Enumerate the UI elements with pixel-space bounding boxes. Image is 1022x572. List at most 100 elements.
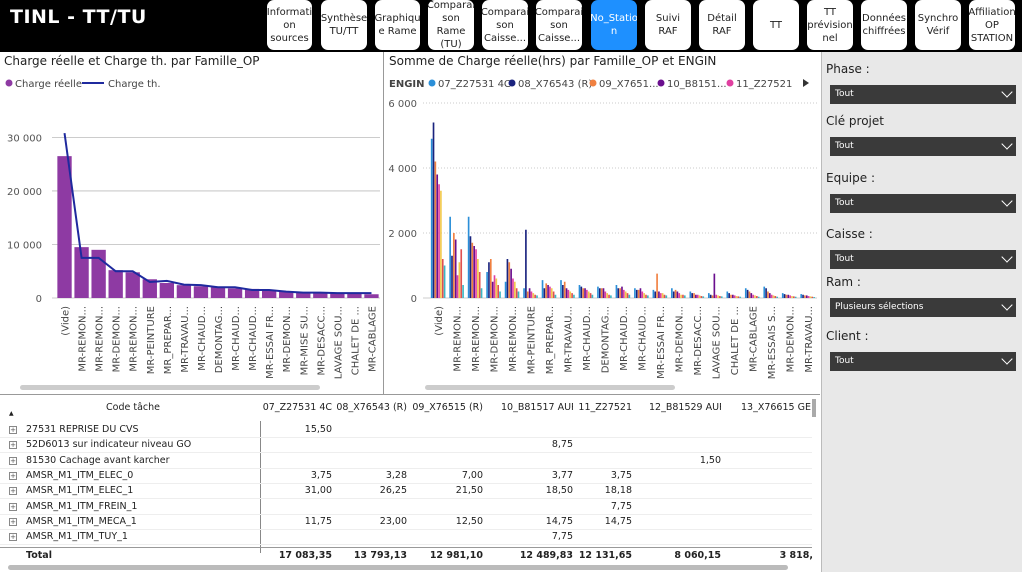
bar-engin[interactable] <box>549 287 551 298</box>
col-header[interactable]: 13_X76615 GE + R <box>741 402 813 413</box>
nav-tab-2[interactable]: Graphiqu e Rame <box>375 0 420 50</box>
line-charge-th[interactable] <box>65 133 372 293</box>
bar-engin[interactable] <box>813 297 815 298</box>
bar-engin[interactable] <box>470 236 472 298</box>
bar-engin[interactable] <box>617 288 619 298</box>
bar-engin[interactable] <box>662 293 664 298</box>
bar-engin[interactable] <box>486 272 488 298</box>
bar-engin[interactable] <box>715 295 717 298</box>
expand-plus-icon[interactable]: + <box>9 503 17 511</box>
table-row[interactable]: + AMSR_M1_ITM_FREIN_1 7,75 <box>0 500 812 515</box>
bar-engin[interactable] <box>529 288 531 298</box>
bar-engin[interactable] <box>455 240 457 299</box>
bar-engin[interactable] <box>643 293 645 298</box>
bar-engin[interactable] <box>527 292 529 299</box>
nav-tab-0[interactable]: Informati on sources <box>267 0 312 50</box>
bar-engin[interactable] <box>653 290 655 298</box>
bar-engin[interactable] <box>481 288 483 298</box>
bar-engin[interactable] <box>562 285 564 298</box>
bar-engin[interactable] <box>782 293 784 298</box>
bar-engin[interactable] <box>730 295 732 298</box>
table-row[interactable]: +27531 REPRISE DU CVS 15,50 <box>0 423 812 438</box>
bar-engin[interactable] <box>479 272 481 298</box>
bar-engin[interactable] <box>488 262 490 298</box>
table-row[interactable]: +52D6013 sur indicateur niveau GO 8,75 <box>0 438 812 453</box>
bar-engin[interactable] <box>775 296 777 298</box>
nav-tab-5[interactable]: Comparai son Caisse... <box>536 0 582 50</box>
nav-tab-12[interactable]: Synchro Vérif <box>915 0 961 50</box>
bar-engin[interactable] <box>765 288 767 298</box>
chart2-svg[interactable]: ENGIN 07_Z27531 4C 08_X76543 (R) 09_X7651..… <box>385 52 820 394</box>
bar-engin[interactable] <box>702 296 704 298</box>
bar-engin[interactable] <box>636 290 638 298</box>
table-row[interactable]: + AMSR_M1_ITM_ELEC_0 3,75 3,28 7,00 3,77 3,75 <box>0 469 812 484</box>
bar-engin[interactable] <box>747 290 749 298</box>
expand-plus-icon[interactable]: + <box>9 472 17 480</box>
nav-tab-13[interactable]: Affiliation OP STATION <box>969 0 1015 50</box>
bar-engin[interactable] <box>806 295 808 298</box>
bar-engin[interactable] <box>473 246 475 298</box>
bar-engin[interactable] <box>734 295 736 298</box>
bar-engin[interactable] <box>497 285 499 298</box>
bar-engin[interactable] <box>749 292 751 299</box>
bar-engin[interactable] <box>791 296 793 298</box>
nav-tab-10[interactable]: TT prévision nel <box>807 0 853 50</box>
bar-engin[interactable] <box>736 296 738 298</box>
nav-tab-7[interactable]: Suivi RAF <box>645 0 691 50</box>
bar-engin[interactable] <box>739 297 741 298</box>
bar-engin[interactable] <box>714 274 716 298</box>
bar-engin[interactable] <box>525 230 527 298</box>
bar-engin[interactable] <box>625 292 627 299</box>
bar-engin[interactable] <box>763 287 765 298</box>
filter-dropdown[interactable]: Plusieurs sélections <box>830 298 1016 317</box>
nav-tab-6[interactable]: No_Statio n <box>591 0 637 50</box>
table-row[interactable]: + AMSR_M1_ITM_ELEC_1 31,00 26,25 21,50 18,50 1… <box>0 484 812 499</box>
bar-charge-reelle[interactable] <box>57 156 71 298</box>
bar-engin[interactable] <box>444 266 446 299</box>
bar-engin[interactable] <box>471 243 473 298</box>
bar-engin[interactable] <box>518 292 520 299</box>
bar-engin[interactable] <box>695 295 697 298</box>
filter-dropdown[interactable]: Tout <box>830 352 1016 371</box>
chart2-scrollbar[interactable] <box>425 385 675 390</box>
bar-engin[interactable] <box>754 295 756 298</box>
col-header[interactable]: 08_X76543 (R) <box>335 402 407 413</box>
bar-engin[interactable] <box>673 292 675 299</box>
expand-plus-icon[interactable]: + <box>9 457 17 465</box>
bar-engin[interactable] <box>544 288 546 298</box>
expand-plus-icon[interactable]: + <box>9 426 17 434</box>
bar-engin[interactable] <box>566 288 568 298</box>
bar-engin[interactable] <box>656 274 658 298</box>
bar-engin[interactable] <box>542 280 544 298</box>
bar-engin[interactable] <box>641 292 643 299</box>
bar-engin[interactable] <box>508 262 510 298</box>
bar-engin[interactable] <box>510 269 512 298</box>
bar-engin[interactable] <box>499 292 501 299</box>
bar-engin[interactable] <box>592 295 594 298</box>
bar-engin[interactable] <box>671 288 673 298</box>
bar-engin[interactable] <box>738 296 740 298</box>
bar-engin[interactable] <box>603 288 605 298</box>
bar-engin[interactable] <box>665 295 667 298</box>
table-row[interactable]: + AMSR_M1_ITM_MECA_1 11,75 23,00 12,50 14,75 1… <box>0 515 812 530</box>
bar-engin[interactable] <box>717 295 719 298</box>
bar-charge-reelle[interactable] <box>109 270 123 298</box>
bar-engin[interactable] <box>654 292 656 299</box>
bar-engin[interactable] <box>710 295 712 298</box>
bar-engin[interactable] <box>690 292 692 299</box>
bar-engin[interactable] <box>664 295 666 298</box>
bar-engin[interactable] <box>793 296 795 298</box>
bar-engin[interactable] <box>449 217 451 298</box>
bar-engin[interactable] <box>789 295 791 298</box>
bar-engin[interactable] <box>787 295 789 298</box>
table-row[interactable]: + AMSR_M1_ITM_TUY_1 7,75 <box>0 530 812 545</box>
bar-engin[interactable] <box>579 285 581 298</box>
bar-engin[interactable] <box>699 295 701 298</box>
bar-engin[interactable] <box>771 295 773 298</box>
bar-engin[interactable] <box>462 285 464 298</box>
bar-engin[interactable] <box>701 296 703 298</box>
bar-engin[interactable] <box>451 256 453 298</box>
col-header[interactable]: 11_Z27521 <box>560 402 632 413</box>
bar-engin[interactable] <box>786 295 788 298</box>
bar-engin[interactable] <box>431 139 433 298</box>
